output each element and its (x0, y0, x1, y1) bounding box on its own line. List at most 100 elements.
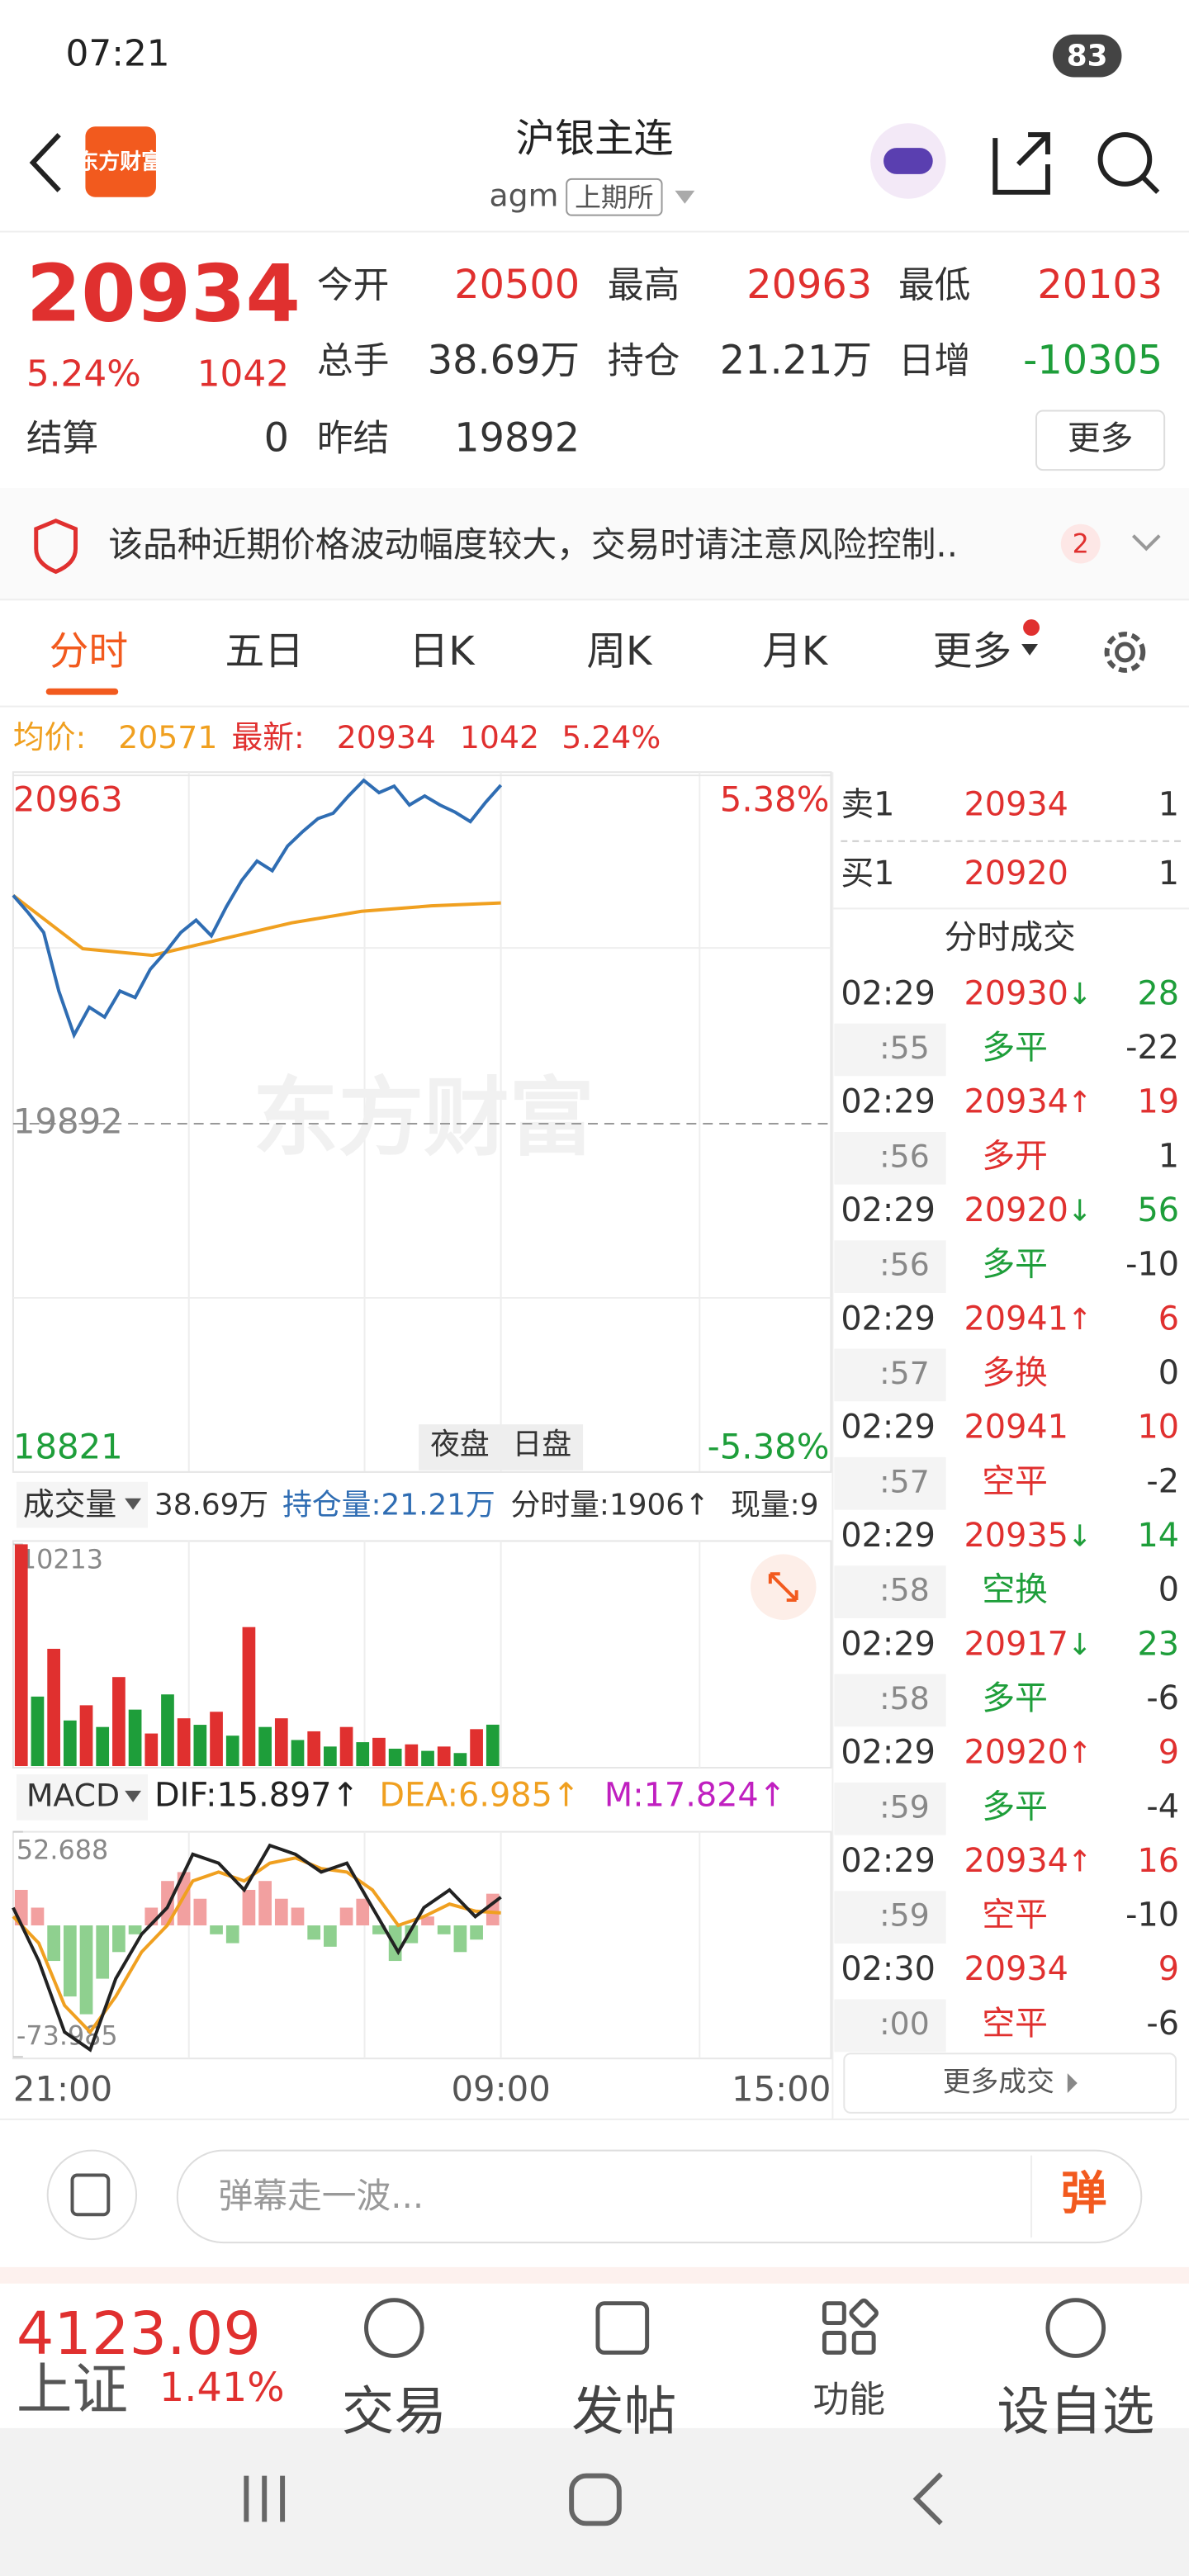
tab[interactable]: 月K (762, 629, 829, 675)
tab-underline (45, 688, 119, 695)
macd-bar (79, 1925, 93, 2015)
comment-icon[interactable] (46, 2149, 138, 2241)
more-trades-label[interactable]: 更多成交 (943, 2066, 1054, 2098)
trade-oi-change: -6 (1146, 1679, 1179, 1717)
trade-type: 空平 (982, 2005, 1048, 2043)
macd-bar (307, 1925, 321, 1940)
trade-second: :59 (879, 1897, 930, 1934)
volume-bar (47, 1648, 60, 1767)
trade-price: 20917 (964, 1625, 1068, 1663)
tab[interactable]: 更多 (933, 629, 1011, 675)
volume-label: 成交量 (23, 1486, 116, 1522)
trade-second: :55 (879, 1030, 930, 1066)
y-tick-label: 20963 (13, 779, 123, 820)
macd-bar (225, 1925, 239, 1944)
session-label[interactable]: 日盘 (513, 1428, 572, 1461)
dea-label: DEA:6.985↑ (379, 1776, 580, 1814)
trade-oi-change: 0 (1158, 1354, 1179, 1392)
app-logo[interactable] (85, 126, 156, 197)
volume-bar (31, 1696, 45, 1767)
nav-icon[interactable] (364, 2298, 424, 2358)
tab[interactable]: 日K (410, 629, 476, 675)
y-tick-label: 10213 (20, 1543, 103, 1574)
danmu-button[interactable]: 弹 (1061, 2166, 1107, 2220)
notice-expand[interactable] (1131, 534, 1161, 552)
trade-subrow-bg (834, 1999, 946, 2053)
system-buttons[interactable] (244, 2472, 943, 2526)
avg-value: 20571 (118, 719, 217, 755)
trade-volume: 28 (1137, 974, 1179, 1012)
trade-second: :57 (879, 1355, 930, 1391)
volume-bar (274, 1718, 288, 1767)
volume-selector[interactable] (16, 1481, 149, 1528)
trade-type: 多平 (982, 1029, 1048, 1067)
trade-direction: ↑ (1068, 1303, 1092, 1337)
book-volume: 1 (1158, 855, 1179, 893)
nav-icon[interactable] (595, 2301, 650, 2355)
trade-subrow-bg (834, 1348, 946, 1402)
stat-value: 20963 (746, 263, 872, 308)
trade-time: 02:29 (841, 1300, 936, 1338)
share-button[interactable] (992, 132, 1050, 195)
more-button[interactable] (1035, 410, 1166, 471)
back-button[interactable] (29, 133, 61, 192)
trade-type: 多平 (982, 1246, 1048, 1284)
tab-caret (1021, 644, 1039, 656)
macd-bar (112, 1925, 126, 1953)
comment-input[interactable] (176, 2149, 1143, 2244)
trade-time: 02:29 (841, 1842, 936, 1880)
trade-second: :00 (879, 2005, 930, 2042)
trade-direction: ↓ (1068, 978, 1092, 1011)
avg-line (12, 893, 501, 958)
trade-direction: ↑ (1068, 1736, 1092, 1770)
trade-price: 20920 (964, 1734, 1068, 1772)
nav-icon[interactable] (822, 2298, 879, 2355)
tab[interactable]: 分时 (50, 629, 128, 675)
book-label: 买1 (841, 855, 894, 893)
separator-band (0, 2266, 1189, 2284)
stat-label: 最低 (898, 264, 970, 306)
volume-bar (144, 1733, 159, 1767)
nav-label[interactable]: 发帖 (571, 2382, 676, 2443)
stat-value: 0 (264, 415, 289, 461)
notice-bar[interactable] (0, 487, 1189, 600)
volume-bar (437, 1746, 451, 1767)
nav-label[interactable]: 设自选 (997, 2382, 1154, 2443)
nav-icon[interactable] (1045, 2298, 1106, 2358)
trade-time: 02:29 (841, 1734, 936, 1772)
macd-bar (356, 1898, 370, 1926)
trade-volume: 16 (1137, 1842, 1179, 1880)
macd-bar (193, 1898, 207, 1926)
y-tick-label: 52.688 (17, 1834, 108, 1865)
m-label: M:17.824↑ (604, 1776, 786, 1814)
book-label: 卖1 (841, 785, 894, 823)
tab[interactable]: 五日 (225, 629, 303, 675)
volume-pane (12, 1540, 832, 1769)
exchange-tag (566, 178, 663, 216)
trade-time: 02:29 (841, 1517, 936, 1555)
notice-text: 该品种近期价格波动幅度较大，交易时请注意风险控制.. (108, 524, 958, 565)
nav-label[interactable]: 交易 (342, 2382, 447, 2443)
macd-label: MACD (26, 1777, 120, 1813)
stock-name: 沪银主连 (516, 116, 674, 162)
tab[interactable]: 周K (586, 629, 653, 675)
trade-volume: 6 (1158, 1300, 1179, 1338)
trade-price: 20934 (964, 1950, 1068, 1988)
macd-bar (63, 1925, 77, 1997)
index-value[interactable]: 4123.09 (17, 2299, 261, 2368)
more-trades-button[interactable] (843, 2053, 1177, 2114)
volume-legend: 38.69万 (154, 1489, 268, 1522)
trade-time: 02:29 (841, 1191, 936, 1229)
search-button[interactable] (1097, 132, 1153, 187)
trade-volume: 56 (1137, 1191, 1179, 1229)
session-label[interactable]: 夜盘 (430, 1428, 490, 1461)
nav-label[interactable]: 功能 (813, 2379, 885, 2421)
latest-change: 1042 (460, 719, 539, 755)
macd-bar (372, 1925, 386, 1934)
comment-glyph (70, 2173, 111, 2217)
system-nav (0, 2427, 1189, 2576)
trade-price: 20930 (964, 974, 1068, 1012)
macd-selector[interactable] (16, 1773, 149, 1821)
settings-button[interactable] (1104, 632, 1146, 673)
volume-bar (421, 1750, 434, 1767)
